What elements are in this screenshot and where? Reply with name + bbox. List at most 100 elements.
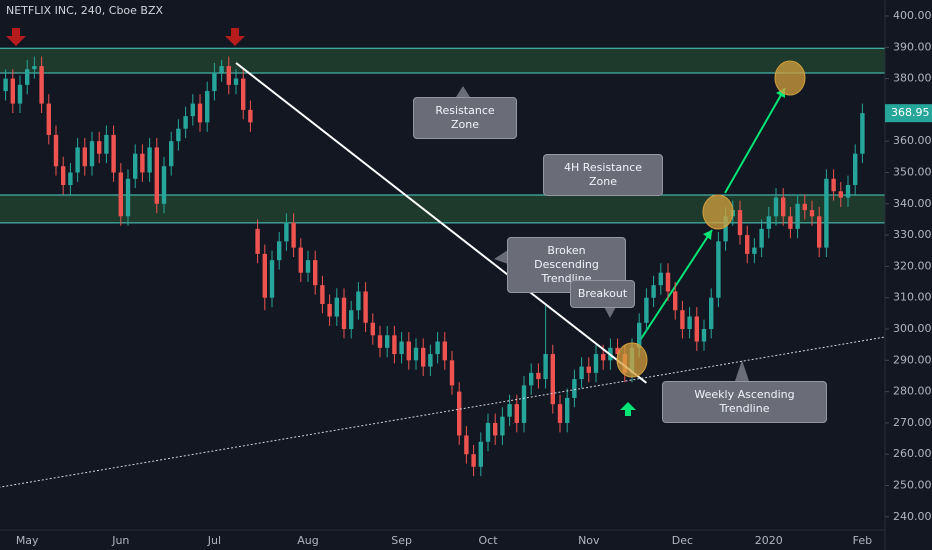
candle-body <box>262 253 267 298</box>
candle-body <box>226 66 231 85</box>
candle-body <box>205 91 210 123</box>
candle-body <box>255 228 260 254</box>
y-tick-label: 390.00 <box>893 40 932 53</box>
candle-body <box>457 391 462 436</box>
candle-body <box>802 203 807 211</box>
candle-body <box>39 66 44 104</box>
candle-body <box>665 272 671 292</box>
y-tick-label: 330.00 <box>893 228 932 241</box>
candle-body <box>428 354 433 367</box>
candle-body <box>809 210 815 217</box>
x-tick-label: Nov <box>578 534 600 547</box>
candle-body <box>125 178 131 217</box>
candle-body <box>860 113 865 154</box>
candle-body <box>327 303 332 317</box>
candle-body <box>745 235 750 254</box>
candle-body <box>716 241 721 298</box>
candle-body <box>658 272 663 286</box>
candle-body <box>838 191 843 198</box>
highlight-ellipse <box>774 60 806 96</box>
candle-body <box>853 153 858 186</box>
candle-body <box>53 134 59 167</box>
candle-body <box>233 78 239 85</box>
candle-body <box>277 241 282 261</box>
candle-body <box>680 310 685 330</box>
candle-body <box>543 354 548 380</box>
zone <box>0 48 885 73</box>
candle-body <box>169 141 174 167</box>
y-tick-label: 380.00 <box>893 72 932 85</box>
candle-body <box>82 147 87 167</box>
trendline <box>235 62 648 384</box>
candle-body <box>154 147 159 204</box>
candle-body <box>795 203 800 229</box>
candle-body <box>615 347 620 355</box>
candle-body <box>313 260 318 286</box>
pointer <box>735 360 749 381</box>
candle-body <box>370 322 375 336</box>
candle-body <box>449 360 455 386</box>
candle-body <box>845 185 851 198</box>
candle-body <box>572 379 577 398</box>
x-tick-label: Dec <box>672 534 693 547</box>
candle-body <box>25 69 30 85</box>
candle-body <box>320 285 325 304</box>
candle-body <box>507 404 512 417</box>
candle-body <box>737 210 743 236</box>
candle-body <box>219 66 224 73</box>
candle-body <box>104 134 109 154</box>
trendline <box>0 336 885 488</box>
candle-body <box>97 141 102 154</box>
chart-title: NETFLIX INC, 240, Cboe BZX <box>6 4 164 17</box>
candle-body <box>529 372 534 386</box>
candle-body <box>442 341 447 361</box>
pointer <box>494 250 508 264</box>
candle-body <box>111 134 116 173</box>
callout: 4H Resistance Zone <box>543 154 663 196</box>
candle-body <box>565 397 570 423</box>
candle-body <box>3 78 8 92</box>
candle-body <box>341 297 347 330</box>
x-tick-label: Jun <box>111 534 129 547</box>
callout: Broken Descending Trendline <box>507 237 626 293</box>
candle-body <box>140 153 145 173</box>
y-tick-label: 250.00 <box>893 479 932 492</box>
candle-body <box>269 260 275 298</box>
candle-body <box>536 372 541 380</box>
candle-body <box>349 310 354 330</box>
arrowhead <box>703 230 712 240</box>
pointer <box>603 305 617 318</box>
candle-body <box>586 366 591 373</box>
candle-body <box>644 297 649 323</box>
candle-body <box>485 422 491 442</box>
projection-arrow <box>636 229 713 346</box>
candle-body <box>392 335 397 355</box>
pointer <box>456 86 470 97</box>
candle-body <box>773 197 779 217</box>
candle-body <box>709 297 714 330</box>
red-arrow <box>225 28 245 46</box>
candle-body <box>399 341 404 355</box>
candle-body <box>557 404 563 423</box>
candle-body <box>824 178 829 248</box>
x-tick-label: May <box>16 534 39 547</box>
candle-body <box>305 260 311 273</box>
candle-body <box>601 354 606 361</box>
candle-body <box>788 216 793 229</box>
y-tick-label: 290.00 <box>893 353 932 366</box>
candle-body <box>176 128 181 142</box>
candle-body <box>363 291 368 323</box>
y-tick-label: 400.00 <box>893 9 932 22</box>
candle-body <box>435 341 440 355</box>
highlight-ellipse <box>702 194 734 230</box>
y-tick-label: 280.00 <box>893 385 932 398</box>
last-price-box <box>885 104 932 123</box>
y-tick-label: 360.00 <box>893 134 932 147</box>
candle-body <box>817 216 822 248</box>
candle-body <box>133 153 138 179</box>
candle-body <box>377 335 383 348</box>
green-arrow <box>620 402 636 416</box>
candle-body <box>651 285 656 298</box>
candle-body <box>701 329 707 342</box>
candle-body <box>10 78 15 104</box>
